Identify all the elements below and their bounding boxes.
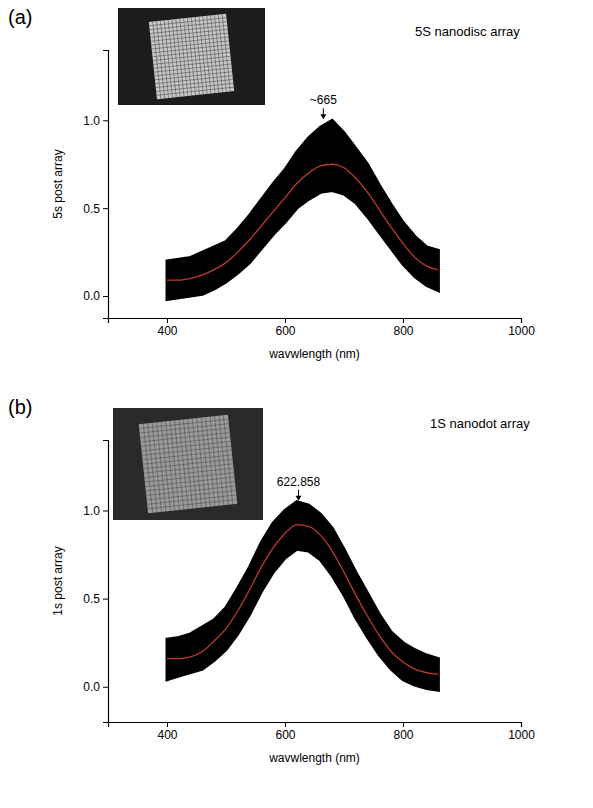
tick-mark [285,318,286,323]
tick-label: 0.0 [83,289,100,303]
inset-grid-line [222,14,230,91]
tick: 0.0 [83,680,108,694]
tick-mark [103,296,108,297]
peak-arrow-head [320,114,326,119]
tick-label: 800 [393,324,413,338]
inset-grid-line [218,15,226,92]
inset-grid-line [147,491,236,500]
inset-grid-line [156,79,233,87]
tick-mark [521,318,522,323]
tick-mark [103,599,108,600]
tick-label: 800 [393,728,413,742]
tick-mark [403,722,404,727]
tick-label: 0.0 [83,680,100,694]
tick-label: 1000 [508,324,535,338]
fit-line [167,164,438,280]
tick: 1.0 [83,504,108,518]
tick: 400 [157,318,177,338]
tick-label: 600 [275,728,295,742]
y-axis: 0.0 0.5 1.0 [83,441,108,723]
y-axis-line [103,441,109,723]
inset-array-square [139,415,237,513]
tick-label: 0.5 [83,202,100,216]
plot-marks [167,502,438,691]
inset-grid-line [157,87,234,95]
tick-label: 1.0 [83,114,100,128]
tick: 0.0 [83,289,108,303]
inset-grid-line [148,499,237,508]
inset-array-square [149,14,234,99]
inset-grid-line [147,495,236,504]
x-axis-title: wavwlength (nm) [268,751,360,765]
tick: 600 [275,318,295,338]
x-axis-line [109,723,522,728]
tick-label: 400 [157,324,177,338]
tick: 1.0 [83,114,108,128]
panel: 400 600 800 1000 0.0 0.5 1.0 wavwlength (nm) 1s … [8,396,535,765]
inset-array [149,14,234,99]
peak-arrow-head [295,496,301,501]
panel-letter: (b) [8,396,32,418]
chart-root: 400 600 800 1000 0.0 0.5 1.0 wavwlength (nm) 5s … [0,0,593,808]
x-axis: 400 600 800 1000 [109,722,536,742]
tick: 400 [157,722,177,742]
y-axis: 0.0 0.5 1.0 [83,51,108,319]
tick: 0.5 [83,592,108,606]
tick-mark [103,687,108,688]
inset-image [113,408,263,520]
data-band [167,502,438,691]
data-band [167,120,438,299]
inset-background [113,408,263,520]
tick-label: 1.0 [83,504,100,518]
inset-grid-line [156,83,233,91]
inset-image [118,8,265,105]
tick-mark [285,722,286,727]
x-axis-line [109,319,522,324]
y-axis-title: 5s post array [51,149,65,218]
tick-mark [103,208,108,209]
tick-mark [403,318,404,323]
tick-label: 0.5 [83,592,100,606]
panel-letter: (a) [8,6,32,28]
tick-label: 1000 [508,728,535,742]
tick: 1000 [508,318,535,338]
inset-grid-line [223,415,232,504]
panel-title: 5S nanodisc array [415,24,520,39]
inset-grid-line [219,416,228,505]
tick-mark [167,318,168,323]
tick-label: 400 [157,728,177,742]
panel: 400 600 800 1000 0.0 0.5 1.0 wavwlength (nm) 5s … [8,6,535,361]
peak-label: 622.858 [277,475,321,489]
fit-line [167,525,438,675]
tick: 0.5 [83,202,108,216]
chart-svg: 400 600 800 1000 0.0 0.5 1.0 wavwlength (nm) 5s … [0,0,593,808]
tick: 1000 [508,722,535,742]
panel-title: 1S nanodot array [430,416,530,431]
y-axis-title: 1s post array [51,546,65,615]
tick: 800 [393,722,413,742]
tick-mark [103,120,108,121]
tick-label: 600 [275,324,295,338]
plot-marks [167,120,438,299]
tick-mark [521,722,522,727]
tick: 800 [393,318,413,338]
inset-array [139,415,237,513]
x-axis: 400 600 800 1000 [109,318,536,338]
y-axis-line [103,51,109,319]
peak-label: ~665 [310,93,337,107]
inset-background [118,8,265,105]
tick: 600 [275,722,295,742]
x-axis-title: wavwlength (nm) [268,347,360,361]
tick-mark [167,722,168,727]
tick-mark [103,511,108,512]
